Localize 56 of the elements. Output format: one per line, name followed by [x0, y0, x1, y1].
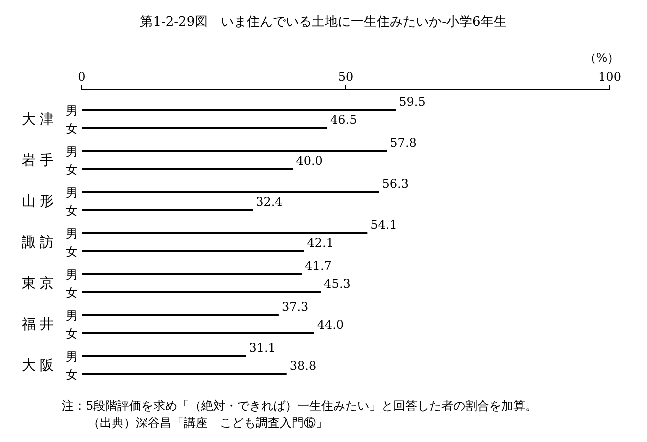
y-tick-label: 岩手: [22, 153, 58, 169]
y-tick-label: 大津: [22, 112, 58, 128]
text: 男: [66, 350, 78, 364]
text: 男: [66, 186, 78, 200]
text: 女: [66, 368, 78, 382]
bar: [82, 373, 287, 375]
data-label: 59.5: [399, 95, 426, 109]
data-label: 44.0: [317, 318, 344, 332]
bar: [82, 273, 302, 275]
x-tick-label: 0: [78, 70, 86, 84]
y-tick-label: 山形: [22, 194, 58, 210]
data-label: 40.0: [296, 154, 323, 168]
bar: [82, 232, 368, 234]
data-label: 45.3: [324, 277, 351, 291]
text: 女: [66, 327, 78, 341]
data-label: 37.3: [282, 300, 309, 314]
text: 男: [66, 268, 78, 282]
y-tick-label: 大阪: [22, 358, 58, 374]
bar: [82, 209, 254, 211]
data-label: 31.1: [249, 341, 276, 355]
bar: [82, 314, 279, 316]
x-tick-label: 100: [598, 70, 622, 84]
data-label: 41.7: [305, 259, 332, 273]
data-label: 32.4: [256, 195, 284, 209]
text: （出典）深谷昌「講座 こども調査入門⑮」: [88, 416, 328, 430]
bar: [82, 355, 246, 357]
bar: [82, 250, 304, 252]
bar: [82, 168, 294, 170]
x-tick-label: 50: [338, 70, 354, 84]
bar: [82, 291, 322, 293]
bar: [82, 150, 388, 152]
bar: [82, 127, 328, 129]
bar: [82, 109, 396, 111]
bar: [82, 191, 380, 193]
y-tick-label: 諏訪: [22, 235, 58, 251]
text: 男: [66, 309, 78, 323]
text: 女: [66, 204, 78, 218]
text: 男: [66, 145, 78, 159]
chart-title: 第1-2-29図 いま住んでいる土地に一生住みたいか-小学6年生: [140, 15, 507, 30]
series-label: 男: [66, 104, 78, 118]
text: 注：5段階評価を求め「（絶対・できれば）一生住みたい」と回答した者の割合を加算。: [62, 399, 538, 413]
text: 女: [66, 286, 78, 300]
x-axis-title: （%）: [584, 51, 620, 65]
data-label: 46.5: [330, 113, 358, 127]
y-tick-label: 東京: [22, 276, 58, 292]
text: 女: [66, 245, 78, 259]
data-label: 42.1: [307, 236, 334, 250]
text: 女: [66, 163, 78, 177]
data-label: 57.8: [390, 136, 417, 150]
data-label: 54.1: [370, 218, 398, 232]
data-label: 56.3: [382, 177, 409, 191]
bar: [82, 332, 314, 334]
text: 男: [66, 227, 78, 241]
y-tick-label: 福井: [22, 317, 58, 333]
series-label: 女: [66, 122, 78, 136]
data-label: 38.8: [290, 359, 317, 373]
